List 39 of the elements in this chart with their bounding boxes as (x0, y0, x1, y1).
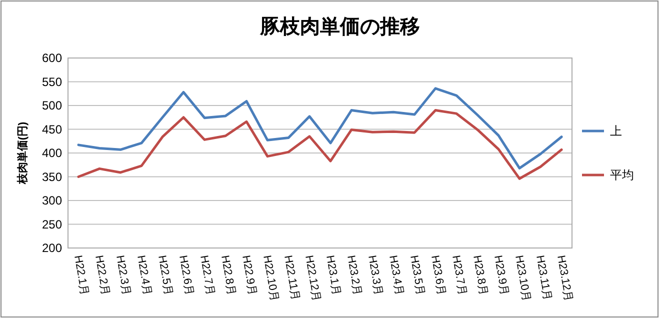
x-tick-label: H23.5月 (408, 254, 426, 296)
y-tick-label: 550 (42, 74, 62, 89)
legend-label: 上 (610, 124, 622, 138)
x-tick-label: H23.11月 (534, 254, 554, 302)
chart-title: 豚枝肉単価の推移 (259, 16, 420, 38)
x-tick-label: H22.4月 (134, 254, 154, 296)
x-tick-label: H22.9月 (240, 254, 258, 296)
y-tick-label: 400 (42, 146, 62, 160)
x-tick-label: H22.11月 (282, 254, 302, 302)
line-series (77, 87, 563, 170)
y-axis-title: 枝肉単価(円) (16, 122, 29, 186)
x-tick-label: H23.4月 (386, 254, 406, 296)
y-tick-label: 600 (42, 51, 62, 66)
x-tick-label: H23.2月 (344, 254, 364, 296)
x-tick-label: H22.6月 (176, 254, 196, 296)
x-tick-label: H22.8月 (218, 254, 238, 296)
x-tick-label: H22.10月 (260, 254, 280, 302)
x-tick-label: H23.6月 (428, 254, 448, 296)
x-tick-label: H23.12月 (554, 254, 574, 302)
y-tick-label: 300 (42, 194, 62, 208)
x-tick-label: H23.7月 (450, 254, 468, 296)
x-tick-label: H22.7月 (198, 254, 216, 296)
x-tick-label: H23.9月 (492, 254, 510, 296)
x-tick-label: H22.1月 (72, 254, 90, 296)
y-tick-label: 450 (42, 122, 62, 136)
x-tick-label: H22.2月 (92, 254, 112, 296)
legend-label: 平均 (610, 168, 634, 182)
x-tick-label: H23.3月 (366, 254, 384, 296)
y-tick-label: 200 (42, 241, 62, 256)
y-tick-label: 250 (42, 217, 62, 232)
y-tick-label: 500 (42, 98, 62, 113)
x-tick-label: H22.5月 (156, 254, 174, 296)
x-tick-label: H23.8月 (470, 254, 490, 296)
x-tick-label: H23.1月 (324, 254, 342, 296)
y-tick-label: 350 (42, 170, 62, 184)
line-series (77, 109, 563, 180)
x-tick-label: H23.10月 (512, 254, 532, 302)
x-tick-label: H22.12月 (302, 254, 322, 302)
x-tick-label: H22.3月 (114, 254, 132, 296)
